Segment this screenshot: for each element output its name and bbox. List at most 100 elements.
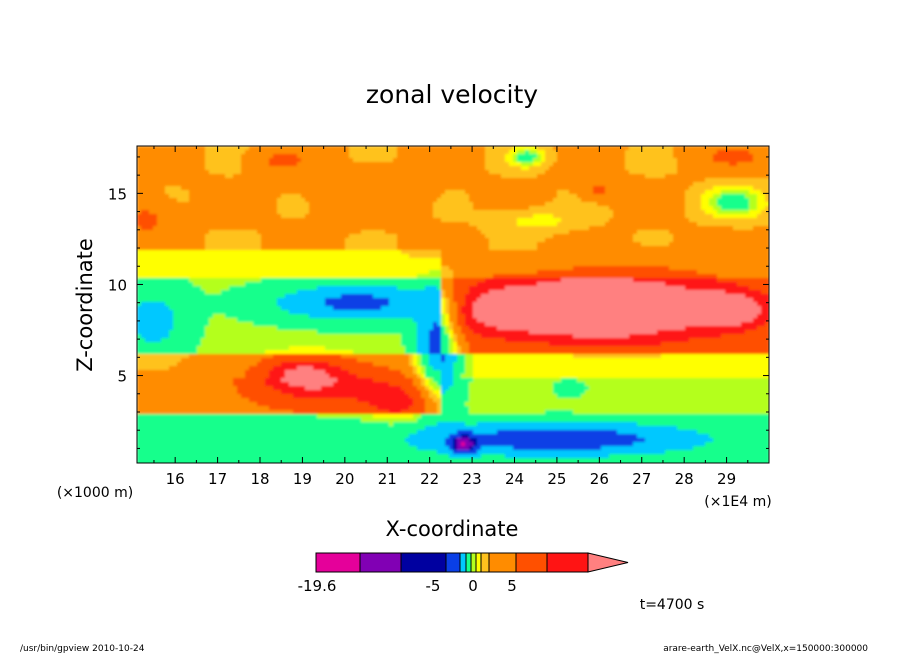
field-cell: [497, 182, 502, 187]
field-cell: [453, 238, 458, 243]
field-cell: [313, 238, 318, 243]
field-cell: [149, 194, 154, 199]
field-cell: [441, 146, 446, 151]
field-cell: [669, 166, 674, 171]
field-cell: [601, 218, 606, 223]
field-cell: [697, 154, 702, 159]
field-cell: [421, 178, 426, 183]
field-cell: [585, 162, 590, 167]
field-cell: [749, 234, 754, 239]
field-cell: [461, 194, 466, 199]
field-cell: [365, 246, 370, 251]
field-cell: [165, 246, 170, 251]
field-cell: [541, 246, 546, 251]
field-cell: [285, 178, 290, 183]
field-cell: [553, 226, 558, 231]
field-cell: [501, 234, 506, 239]
field-cell: [717, 262, 722, 267]
field-cell: [433, 210, 438, 215]
field-cell: [669, 266, 674, 271]
field-cell: [757, 182, 762, 187]
field-cell: [229, 270, 234, 275]
field-cell: [545, 262, 550, 267]
field-cell: [293, 186, 298, 191]
field-cell: [625, 258, 630, 263]
field-cell: [585, 246, 590, 251]
field-cell: [305, 238, 310, 243]
field-cell: [385, 186, 390, 191]
field-cell: [577, 254, 582, 259]
field-cell: [453, 174, 458, 179]
field-cell: [421, 270, 426, 275]
field-cell: [149, 174, 154, 179]
field-cell: [745, 234, 750, 239]
field-cell: [165, 214, 170, 219]
field-cell: [617, 258, 622, 263]
field-cell: [717, 182, 722, 187]
field-cell: [713, 150, 718, 155]
field-cell: [373, 210, 378, 215]
field-cell: [529, 238, 534, 243]
field-cell: [525, 150, 530, 155]
field-cell: [613, 150, 618, 155]
field-cell: [353, 194, 358, 199]
field-cell: [321, 214, 326, 219]
field-cell: [253, 150, 258, 155]
field-cell: [749, 266, 754, 271]
field-cell: [201, 206, 206, 211]
field-cell: [257, 170, 262, 175]
field-cell: [557, 150, 562, 155]
field-cell: [517, 270, 522, 275]
field-cell: [629, 230, 634, 235]
field-cell: [241, 198, 246, 203]
field-cell: [337, 198, 342, 203]
field-cell: [397, 210, 402, 215]
field-cell: [341, 178, 346, 183]
field-cell: [405, 258, 410, 263]
field-cell: [665, 234, 670, 239]
field-cell: [737, 202, 742, 207]
field-cell: [585, 250, 590, 255]
field-cell: [189, 222, 194, 227]
field-cell: [557, 234, 562, 239]
field-cell: [313, 206, 318, 211]
field-cell: [297, 254, 302, 259]
field-cell: [221, 238, 226, 243]
field-cell: [621, 214, 626, 219]
field-cell: [693, 238, 698, 243]
field-cell: [157, 162, 162, 167]
field-cell: [469, 246, 474, 251]
field-cell: [601, 222, 606, 227]
field-cell: [613, 222, 618, 227]
field-cell: [169, 210, 174, 215]
field-cell: [309, 206, 314, 211]
field-cell: [721, 262, 726, 267]
field-cell: [625, 210, 630, 215]
field-cell: [297, 250, 302, 255]
field-cell: [233, 218, 238, 223]
field-cell: [593, 150, 598, 155]
field-cell: [541, 150, 546, 155]
field-cell: [141, 186, 146, 191]
field-cell: [357, 166, 362, 171]
field-cell: [245, 198, 250, 203]
field-cell: [733, 266, 738, 271]
field-cell: [137, 218, 142, 223]
field-cell: [541, 238, 546, 243]
field-cell: [461, 154, 466, 159]
field-cell: [521, 202, 526, 207]
field-cell: [737, 154, 742, 159]
field-cell: [733, 230, 738, 235]
field-cell: [661, 246, 666, 251]
field-cell: [281, 198, 286, 203]
field-cell: [285, 266, 290, 271]
field-cell: [653, 182, 658, 187]
field-cell: [205, 246, 210, 251]
field-cell: [269, 238, 274, 243]
field-cell: [501, 178, 506, 183]
field-cell: [477, 150, 482, 155]
field-cell: [617, 186, 622, 191]
field-cell: [273, 234, 278, 239]
field-cell: [757, 258, 762, 263]
field-cell: [561, 182, 566, 187]
